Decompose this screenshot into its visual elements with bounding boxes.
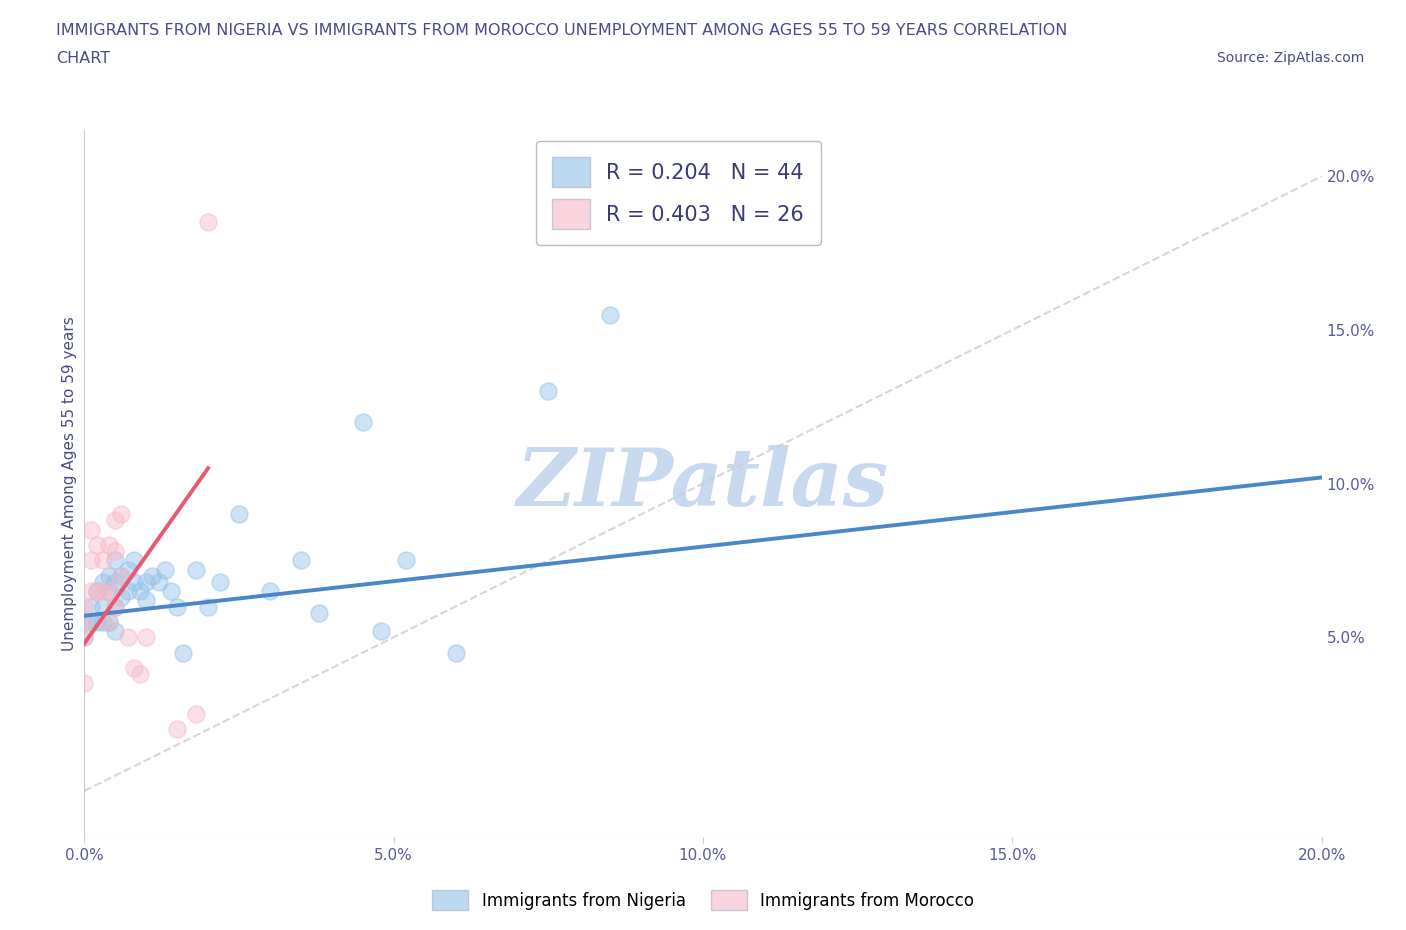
Point — [129, 667, 152, 682]
Point — [86, 584, 108, 599]
Point — [122, 660, 145, 675]
Point — [104, 599, 127, 614]
Point — [148, 575, 170, 590]
Point — [104, 624, 127, 639]
Point — [73, 676, 96, 691]
Point — [117, 630, 139, 644]
Point — [98, 568, 121, 583]
Point — [197, 599, 219, 614]
Point — [184, 563, 207, 578]
Point — [352, 415, 374, 430]
Point — [98, 584, 121, 599]
Point — [91, 575, 114, 590]
Point — [79, 553, 101, 568]
Point — [537, 384, 560, 399]
Point — [135, 593, 157, 608]
Point — [259, 584, 281, 599]
Point — [79, 523, 101, 538]
Point — [117, 584, 139, 599]
Text: ZIPatlas: ZIPatlas — [517, 445, 889, 523]
Point — [86, 538, 108, 552]
Point — [122, 575, 145, 590]
Point — [104, 553, 127, 568]
Text: IMMIGRANTS FROM NIGERIA VS IMMIGRANTS FROM MOROCCO UNEMPLOYMENT AMONG AGES 55 TO: IMMIGRANTS FROM NIGERIA VS IMMIGRANTS FR… — [56, 23, 1067, 38]
Point — [91, 615, 114, 630]
Point — [228, 507, 250, 522]
Point — [110, 590, 132, 604]
Point — [444, 645, 467, 660]
Point — [98, 584, 121, 599]
Point — [308, 605, 330, 620]
Point — [110, 507, 132, 522]
Point — [79, 599, 101, 614]
Point — [129, 584, 152, 599]
Point — [290, 553, 312, 568]
Y-axis label: Unemployment Among Ages 55 to 59 years: Unemployment Among Ages 55 to 59 years — [62, 316, 77, 651]
Legend: R = 0.204   N = 44, R = 0.403   N = 26: R = 0.204 N = 44, R = 0.403 N = 26 — [536, 140, 821, 246]
Point — [104, 599, 127, 614]
Point — [73, 630, 96, 644]
Point — [73, 630, 96, 644]
Point — [86, 615, 108, 630]
Point — [166, 599, 188, 614]
Point — [110, 568, 132, 583]
Point — [73, 615, 96, 630]
Point — [395, 553, 418, 568]
Point — [160, 584, 183, 599]
Point — [104, 513, 127, 528]
Text: Source: ZipAtlas.com: Source: ZipAtlas.com — [1216, 51, 1364, 65]
Point — [166, 722, 188, 737]
Point — [73, 599, 96, 614]
Point — [209, 575, 232, 590]
Point — [98, 538, 121, 552]
Point — [73, 615, 96, 630]
Point — [172, 645, 194, 660]
Point — [197, 215, 219, 230]
Point — [370, 624, 392, 639]
Point — [599, 307, 621, 322]
Text: CHART: CHART — [56, 51, 110, 66]
Point — [110, 568, 132, 583]
Point — [98, 615, 121, 630]
Point — [79, 615, 101, 630]
Point — [79, 584, 101, 599]
Point — [98, 615, 121, 630]
Point — [141, 568, 163, 583]
Point — [91, 599, 114, 614]
Point — [91, 584, 114, 599]
Point — [122, 553, 145, 568]
Point — [135, 630, 157, 644]
Point — [104, 575, 127, 590]
Point — [153, 563, 176, 578]
Point — [91, 553, 114, 568]
Point — [104, 544, 127, 559]
Point — [184, 707, 207, 722]
Point — [117, 563, 139, 578]
Point — [86, 584, 108, 599]
Legend: Immigrants from Nigeria, Immigrants from Morocco: Immigrants from Nigeria, Immigrants from… — [425, 884, 981, 917]
Point — [135, 575, 157, 590]
